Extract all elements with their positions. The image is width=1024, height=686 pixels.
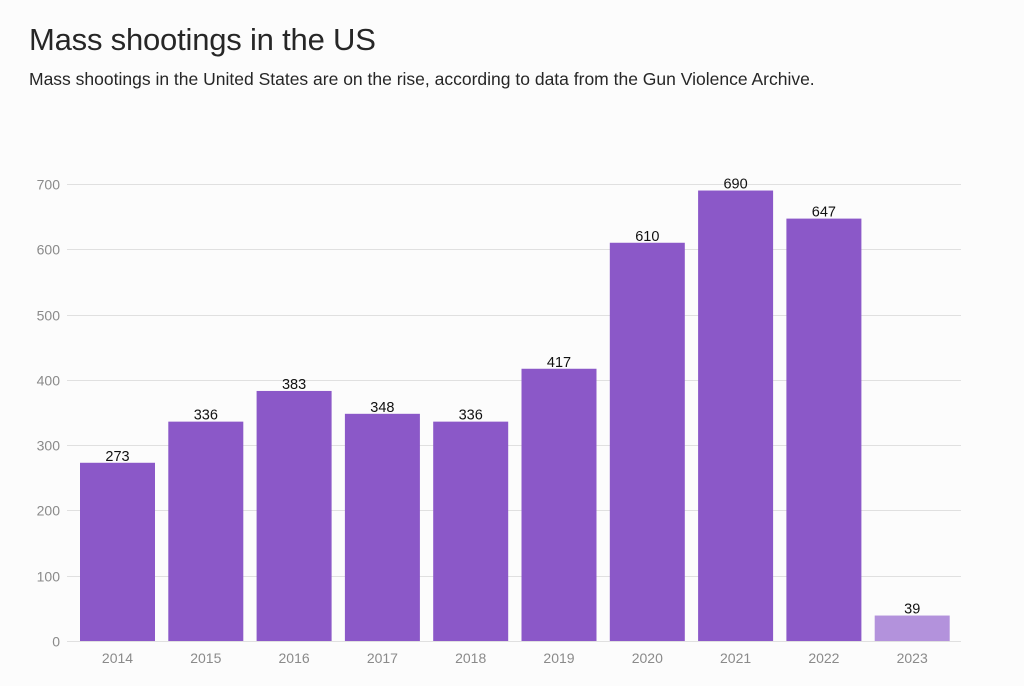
bars — [80, 190, 950, 641]
x-tick-label: 2021 — [720, 650, 751, 666]
bar-2021 — [698, 190, 774, 641]
x-tick-label: 2018 — [455, 650, 486, 666]
data-label: 336 — [459, 408, 483, 424]
x-axis: 2014 2015 2016 2017 2018 2019 2020 2021 2022 2023 — [102, 650, 928, 666]
data-label: 647 — [812, 205, 836, 221]
chart-title: Mass shootings in the US — [29, 22, 376, 57]
bar-2014 — [80, 462, 155, 641]
x-tick-label: 2022 — [808, 650, 839, 666]
x-tick-label: 2023 — [897, 650, 928, 666]
bar-2020 — [609, 242, 685, 641]
chart-subtitle: Mass shootings in the United States are … — [29, 69, 815, 89]
bar-2022 — [786, 218, 862, 641]
x-tick-label: 2014 — [102, 650, 133, 666]
bar-2019 — [521, 368, 597, 641]
x-tick-label: 2017 — [367, 650, 398, 666]
bar-2017 — [344, 413, 420, 641]
data-label: 383 — [282, 377, 306, 393]
y-tick-label: 300 — [37, 438, 61, 454]
data-label: 336 — [194, 408, 218, 424]
x-tick-label: 2016 — [279, 650, 310, 666]
data-label: 348 — [370, 400, 394, 416]
data-label: 273 — [105, 449, 129, 465]
y-tick-label: 500 — [37, 308, 61, 324]
bar-2015 — [168, 421, 244, 641]
data-labels: 273 336 383 348 336 417 610 690 647 39 — [105, 177, 920, 618]
x-tick-label: 2015 — [190, 650, 221, 666]
bar-2018 — [433, 421, 509, 641]
y-tick-label: 0 — [52, 634, 60, 650]
data-label: 690 — [723, 177, 747, 193]
y-axis: 0 100 200 300 400 500 600 700 — [37, 177, 61, 650]
y-tick-label: 200 — [37, 503, 61, 519]
y-tick-label: 600 — [37, 242, 61, 258]
x-tick-label: 2019 — [543, 650, 574, 666]
x-tick-label: 2020 — [632, 650, 663, 666]
bar-2016 — [256, 390, 332, 641]
y-tick-label: 100 — [37, 569, 61, 585]
data-label: 417 — [547, 355, 571, 371]
bar-2023 — [874, 615, 950, 641]
data-label: 39 — [904, 602, 920, 618]
data-label: 610 — [635, 229, 659, 245]
y-tick-label: 400 — [37, 373, 61, 389]
y-tick-label: 700 — [37, 177, 61, 193]
